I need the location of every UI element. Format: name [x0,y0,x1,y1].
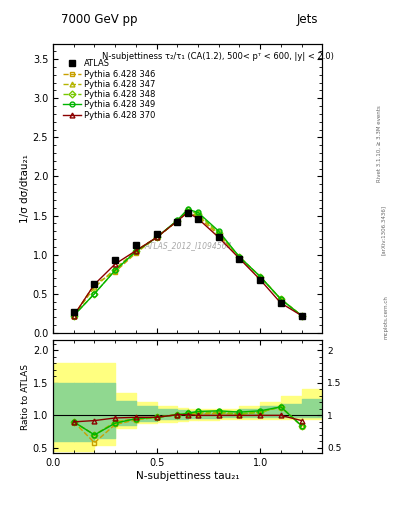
Y-axis label: Ratio to ATLAS: Ratio to ATLAS [21,364,30,430]
X-axis label: N-subjettiness tau₂₁: N-subjettiness tau₂₁ [136,471,239,481]
Text: 7000 GeV pp: 7000 GeV pp [61,13,138,26]
Text: ATLAS_2012_I1094564: ATLAS_2012_I1094564 [144,242,231,250]
Legend: ATLAS, Pythia 6.428 346, Pythia 6.428 347, Pythia 6.428 348, Pythia 6.428 349, P: ATLAS, Pythia 6.428 346, Pythia 6.428 34… [62,59,156,119]
Text: mcplots.cern.ch: mcplots.cern.ch [384,295,388,339]
Text: N-subjettiness τ₂/τ₁ (CA(1.2), 500< pᵀ < 600, |y| < 2.0): N-subjettiness τ₂/τ₁ (CA(1.2), 500< pᵀ <… [101,52,333,61]
Text: Rivet 3.1.10, ≥ 3.3M events: Rivet 3.1.10, ≥ 3.3M events [377,105,382,182]
Text: [arXiv:1306.3436]: [arXiv:1306.3436] [381,205,386,255]
Y-axis label: 1/σ dσ/dtau₂₁: 1/σ dσ/dtau₂₁ [20,154,30,223]
Text: Jets: Jets [297,13,318,26]
